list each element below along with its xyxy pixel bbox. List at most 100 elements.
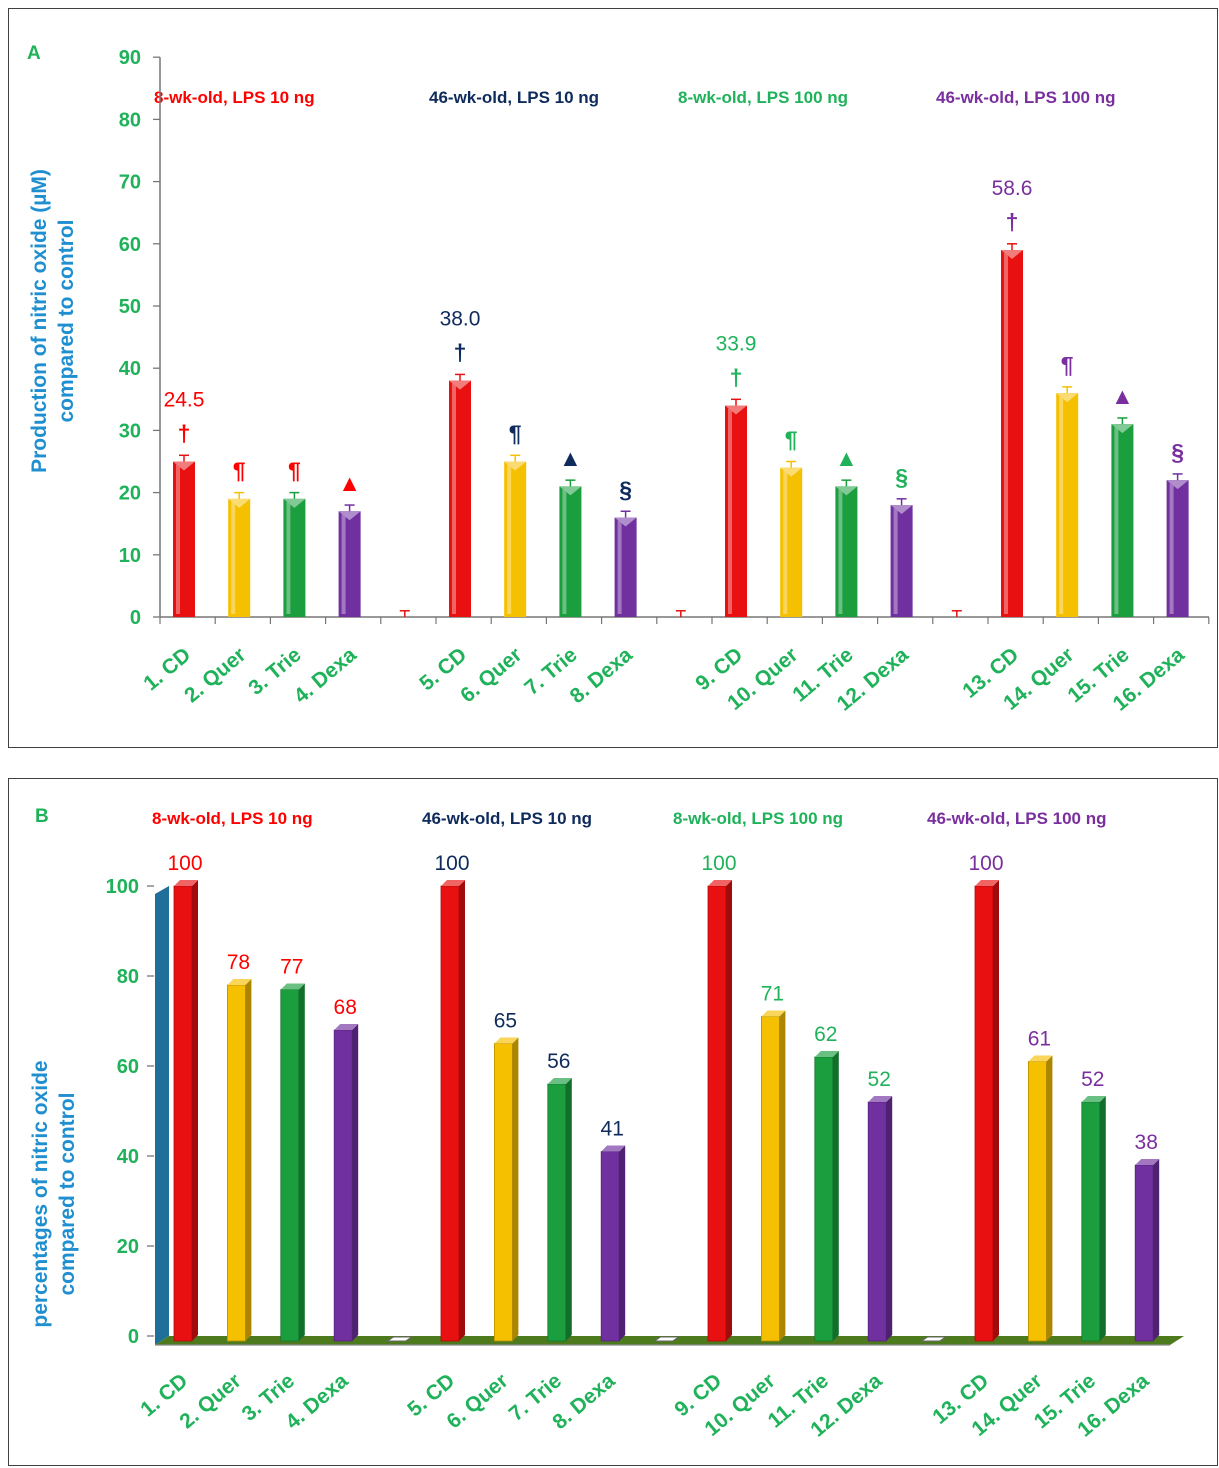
significance-marker: ▲ xyxy=(1111,383,1134,409)
bar xyxy=(173,885,193,1342)
y-tick-label: 50 xyxy=(119,296,141,318)
x-tick-label: 2. Quer xyxy=(180,643,250,707)
significance-marker: † xyxy=(454,339,467,365)
bar-highlight xyxy=(286,501,291,614)
bar-side xyxy=(832,1051,839,1341)
legend-item: 46-wk-old, LPS 10 ng xyxy=(429,88,599,107)
bar-cap xyxy=(1001,250,1023,260)
bar xyxy=(974,885,994,1342)
bar-top xyxy=(814,1051,839,1057)
bar-cap xyxy=(283,498,306,508)
x-tick-label: 8. Dexa xyxy=(566,643,637,708)
bar-side xyxy=(1153,1159,1160,1341)
bar xyxy=(707,885,727,1342)
y-tick-label: 40 xyxy=(119,358,141,380)
bar-side xyxy=(512,1037,519,1341)
bar xyxy=(814,1056,834,1342)
value-label: 58.6 xyxy=(992,177,1033,200)
bar xyxy=(226,984,246,1342)
bar xyxy=(919,1336,948,1342)
significance-marker: ¶ xyxy=(785,427,798,453)
value-label: 65 xyxy=(494,1010,517,1033)
bar-highlight xyxy=(728,408,732,614)
bar-top xyxy=(1028,1055,1053,1062)
bar-cap xyxy=(449,380,471,390)
bar-highlight xyxy=(562,489,567,614)
value-label: 78 xyxy=(227,951,250,974)
value-label: 100 xyxy=(968,852,1003,875)
bar-side xyxy=(459,880,465,1341)
bar-top xyxy=(761,1010,786,1017)
bar-side xyxy=(352,1024,359,1341)
panel-label: A xyxy=(27,43,41,64)
significance-marker: ¶ xyxy=(509,420,522,446)
bar-top xyxy=(334,1024,359,1030)
y-axis-label: Production of nitric oxide (µM) xyxy=(28,169,51,473)
bar-highlight xyxy=(1114,427,1119,614)
value-label: 38.0 xyxy=(440,307,481,330)
value-label: 62 xyxy=(814,1023,837,1046)
x-tick-label: 6. Quer xyxy=(442,1369,512,1433)
y-tick-label: 80 xyxy=(119,109,141,131)
value-label: 100 xyxy=(167,852,202,875)
y-tick-label: 0 xyxy=(128,1326,139,1348)
y-axis-label: compared to control xyxy=(55,219,78,422)
bar-side xyxy=(726,880,732,1341)
y-tick-label: 60 xyxy=(117,1056,139,1078)
value-label: 100 xyxy=(434,852,469,875)
legend-item: 8-wk-old, LPS 10 ng xyxy=(152,809,313,828)
bar-side xyxy=(886,1096,893,1341)
bar-highlight xyxy=(838,489,843,614)
bar-cap xyxy=(780,467,803,477)
y-tick-label: 20 xyxy=(117,1236,139,1258)
bar-cap xyxy=(228,498,251,508)
legend-item: 8-wk-old, LPS 10 ng xyxy=(154,88,315,107)
bar-highlight xyxy=(507,464,512,614)
bar xyxy=(547,1083,567,1342)
significance-marker: † xyxy=(730,364,743,390)
significance-marker: ▲ xyxy=(835,445,858,471)
panel-label: B xyxy=(35,806,49,827)
significance-marker: † xyxy=(1006,209,1019,235)
y-tick-label: 30 xyxy=(119,420,141,442)
bar-top xyxy=(441,880,465,886)
bar-side xyxy=(1099,1096,1106,1341)
bar-top xyxy=(601,1145,626,1152)
y-tick-label: 70 xyxy=(119,172,141,194)
y-tick-label: 90 xyxy=(119,47,141,69)
bar xyxy=(280,989,300,1342)
y-tick-label: 10 xyxy=(119,545,141,567)
bar-highlight xyxy=(1169,483,1174,614)
bar-highlight xyxy=(452,383,456,614)
bar xyxy=(867,1101,887,1342)
bar xyxy=(440,885,460,1342)
x-tick-label: 2. Quer xyxy=(175,1369,245,1433)
bar-side xyxy=(192,880,198,1341)
bar-cap xyxy=(338,511,361,521)
bar xyxy=(652,1336,681,1342)
bar-highlight xyxy=(783,470,788,614)
y-tick-label: 80 xyxy=(117,966,139,988)
value-label: 33.9 xyxy=(716,332,757,355)
value-label: 77 xyxy=(280,956,303,979)
y-tick-label: 0 xyxy=(130,607,141,629)
bar-side xyxy=(619,1145,626,1341)
bar xyxy=(385,1336,414,1342)
bar-top xyxy=(975,880,999,886)
bar xyxy=(761,1016,780,1342)
bar xyxy=(1081,1101,1101,1342)
legend-item: 46-wk-old, LPS 10 ng xyxy=(422,809,592,828)
significance-marker: § xyxy=(895,464,908,490)
bar-side xyxy=(298,983,305,1341)
bar-cap xyxy=(890,505,913,515)
value-label: 56 xyxy=(547,1050,570,1073)
bar-top xyxy=(1135,1159,1160,1165)
chart-left-wall xyxy=(155,886,169,1345)
x-tick-label: 6. Quer xyxy=(456,643,526,707)
significance-marker: ▲ xyxy=(559,445,582,471)
bar-cap xyxy=(559,486,582,496)
legend-item: 8-wk-old, LPS 100 ng xyxy=(673,809,843,828)
bar-highlight xyxy=(893,508,898,614)
y-axis-label: compared to control xyxy=(56,1092,79,1295)
legend-item: 46-wk-old, LPS 100 ng xyxy=(927,809,1107,828)
